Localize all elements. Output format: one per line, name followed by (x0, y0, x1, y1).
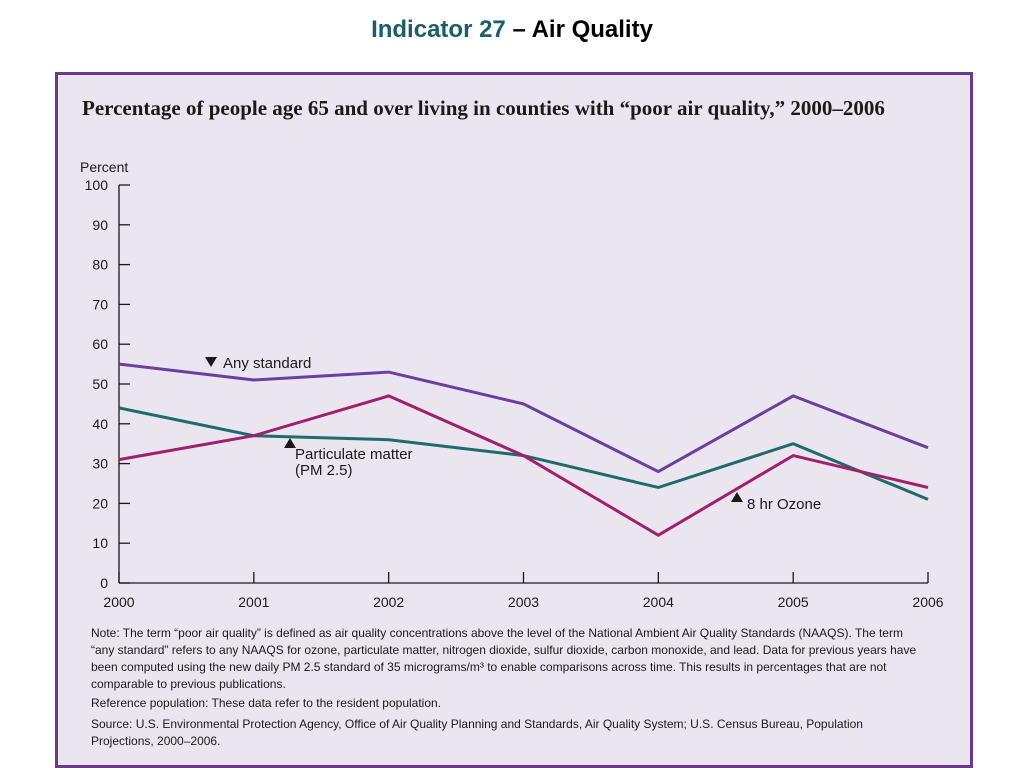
x-tick-label: 2003 (508, 594, 539, 610)
y-tick-label: 10 (92, 535, 108, 551)
reference-population: Reference population: These data refer t… (91, 696, 442, 710)
y-axis-label: Percent (80, 159, 128, 175)
y-tick-label: 100 (85, 177, 109, 193)
annotation-marker-0 (205, 357, 217, 367)
slide-title-topic: – Air Quality (505, 16, 653, 43)
x-tick-label: 2004 (643, 594, 674, 610)
x-tick-label: 2005 (778, 594, 809, 610)
slide-title: Indicator 27 – Air Quality (0, 16, 1024, 44)
annotation-marker-2 (731, 492, 743, 502)
series-line-2 (118, 394, 929, 537)
chart-panel: Percentage of people age 65 and over liv… (55, 72, 973, 768)
annotation-label: Particulate matter (295, 446, 413, 463)
y-tick-label: 30 (92, 456, 108, 472)
x-tick-label: 2000 (103, 594, 134, 610)
y-tick-label: 0 (100, 575, 108, 591)
chart-title: Percentage of people age 65 and over liv… (82, 96, 885, 120)
y-tick-label: 50 (92, 376, 108, 392)
x-tick-label: 2002 (373, 594, 404, 610)
y-tick-label: 40 (92, 416, 108, 432)
y-tick-label: 60 (92, 336, 108, 352)
x-tick-label: 2006 (912, 594, 943, 610)
y-tick-label: 20 (92, 495, 108, 511)
annotation-label: (PM 2.5) (295, 462, 353, 479)
annotation-marker-1 (284, 438, 296, 448)
slide-title-indicator: Indicator 27 (371, 16, 506, 43)
annotation-label: Any standard (223, 355, 311, 372)
y-tick-label: 80 (92, 257, 108, 273)
x-tick-label: 2001 (238, 594, 269, 610)
y-tick-label: 70 (92, 296, 108, 312)
source-note: Source: U.S. Environmental Protection Ag… (91, 717, 863, 748)
series-line-1 (118, 406, 929, 501)
annotation-label: 8 hr Ozone (747, 496, 821, 513)
chart-note: Note: The term “poor air quality” is def… (91, 626, 917, 691)
series-line-0 (118, 362, 929, 474)
y-tick-label: 90 (92, 217, 108, 233)
line-chart: Percent 0 10 20 30 40 50 60 70 80 90 100 2000 2001 200… (80, 159, 944, 610)
